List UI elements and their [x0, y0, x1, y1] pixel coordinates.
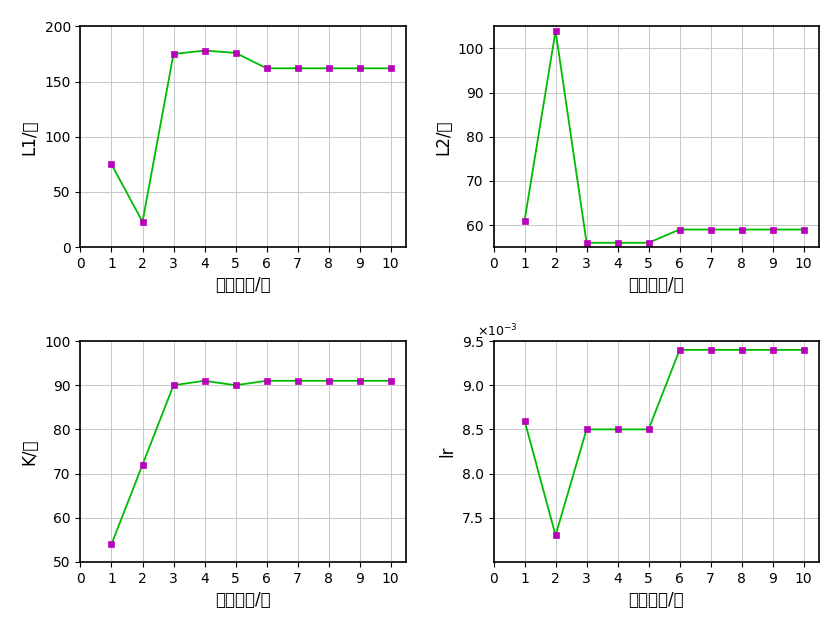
Y-axis label: K/次: K/次 [21, 438, 39, 465]
Y-axis label: lr: lr [438, 445, 456, 457]
Text: $\times10^{-3}$: $\times10^{-3}$ [477, 322, 518, 339]
X-axis label: 迭代次数/次: 迭代次数/次 [628, 277, 684, 294]
X-axis label: 迭代次数/次: 迭代次数/次 [216, 591, 271, 609]
Y-axis label: L2/个: L2/个 [434, 119, 452, 154]
X-axis label: 迭代次数/次: 迭代次数/次 [628, 591, 684, 609]
Y-axis label: L1/个: L1/个 [21, 119, 39, 154]
X-axis label: 迭代次数/次: 迭代次数/次 [216, 277, 271, 294]
